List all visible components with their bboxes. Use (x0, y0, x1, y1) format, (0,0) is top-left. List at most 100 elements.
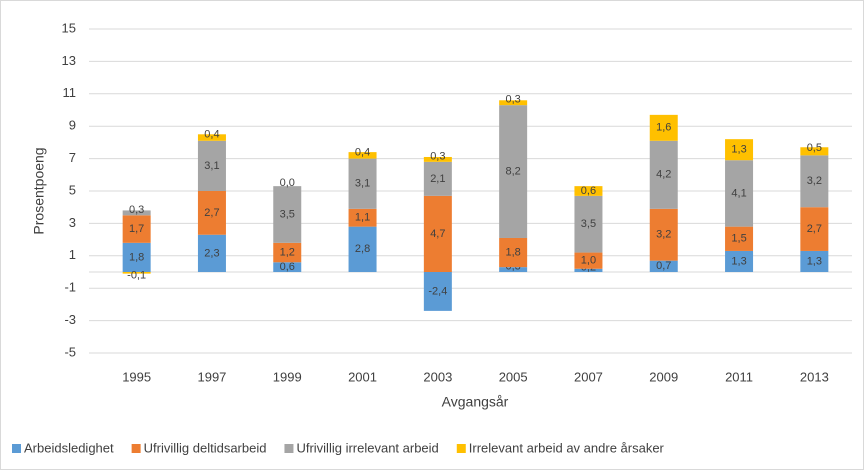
bar-segment (197, 140, 226, 191)
value-label: -0,1 (127, 270, 146, 282)
y-tick-label: -3 (64, 312, 76, 327)
value-label: 0,7 (656, 260, 671, 272)
x-tick-label: 2009 (649, 369, 678, 384)
bar-segment (197, 234, 226, 272)
bar-segment (348, 158, 377, 209)
y-tick-label: 15 (62, 20, 76, 35)
bar-segment (725, 160, 754, 227)
bar-segment (197, 134, 226, 141)
value-label: 2,7 (204, 207, 219, 219)
bar-segment (725, 250, 754, 272)
bar-segment (649, 208, 678, 261)
bar-segment (725, 226, 754, 251)
y-tick-label: 7 (69, 150, 76, 165)
value-label: 1,5 (731, 233, 746, 245)
value-label: 4,1 (731, 187, 746, 199)
bar-segment (499, 237, 528, 268)
x-tick-label: 1999 (273, 369, 302, 384)
value-label: 0,3 (506, 94, 521, 106)
value-label: 2,1 (430, 173, 445, 185)
value-label: 1,8 (129, 251, 144, 263)
value-label: 0,5 (807, 142, 822, 154)
x-tick-label: 1995 (122, 369, 151, 384)
value-label: 2,3 (204, 247, 219, 259)
value-label: -2,4 (428, 285, 447, 297)
bar-segment (197, 191, 226, 235)
value-label: 4,2 (656, 169, 671, 181)
value-label: 0,0 (280, 177, 295, 189)
bar-segment (122, 272, 151, 274)
y-tick-label: 11 (63, 85, 77, 100)
y-tick-label: 9 (69, 118, 76, 133)
bar-segment (122, 210, 151, 216)
bar-segment (348, 208, 377, 227)
value-label: 1,2 (280, 246, 295, 258)
x-axis-title: Avgangsår (442, 394, 509, 410)
bar-segment (649, 140, 678, 209)
bar-segment (574, 268, 603, 272)
bar-segment (800, 147, 829, 156)
value-label: 3,5 (581, 218, 596, 230)
y-axis-title: Prosentpoeng (31, 147, 47, 234)
y-tick-label: -1 (64, 280, 76, 295)
value-label: 3,1 (355, 178, 370, 190)
x-tick-label: 2011 (725, 369, 753, 384)
value-label: 0,3 (129, 204, 144, 216)
y-tick-label: 3 (69, 215, 76, 230)
value-label: 0,6 (581, 185, 596, 197)
legend-label: Arbeidsledighet (24, 440, 114, 455)
value-label: 3,5 (280, 208, 295, 220)
legend-swatch (12, 444, 21, 453)
bar-segment (122, 242, 151, 272)
bar-segment (574, 195, 603, 253)
value-label: 1,3 (807, 255, 822, 267)
bar-segment (800, 207, 829, 251)
bar-segment (725, 139, 754, 161)
x-tick-label: 1997 (197, 369, 226, 384)
bar-segment (499, 267, 528, 272)
bar-segment (423, 272, 452, 311)
value-label: 0,3 (430, 150, 445, 162)
value-label: 4,7 (430, 228, 445, 240)
legend-label: Ufrivillig deltidsarbeid (144, 440, 267, 455)
value-label: 1,7 (129, 223, 144, 235)
x-tick-label: 2003 (423, 369, 452, 384)
bar-segment (800, 250, 829, 272)
value-label: 2,8 (355, 243, 370, 255)
value-label: 3,2 (807, 175, 822, 187)
y-tick-label: 13 (62, 53, 76, 68)
x-tick-label: 2007 (574, 369, 603, 384)
value-label: 1,3 (731, 144, 746, 156)
bar-segment (348, 226, 377, 272)
value-label: 3,2 (656, 229, 671, 241)
y-tick-label: -5 (64, 344, 76, 359)
bar-segment (273, 242, 302, 263)
legend-label: Ufrivillig irrelevant arbeid (296, 440, 438, 455)
y-tick-label: 1 (69, 247, 76, 262)
bar-segment (423, 195, 452, 272)
legend-swatch (131, 444, 141, 453)
bar-segment (574, 252, 603, 269)
bar-segment (649, 260, 678, 272)
x-tick-label: 2005 (499, 369, 528, 384)
bar-segment (273, 186, 302, 243)
bar-segment (499, 105, 528, 238)
legend-label: Irrelevant arbeid av andre årsaker (469, 440, 665, 455)
value-label: 1,6 (656, 122, 671, 134)
value-label: 2,7 (807, 223, 822, 235)
x-tick-label: 2001 (348, 369, 377, 384)
x-tick-label: 2013 (800, 369, 829, 384)
value-label: 3,1 (204, 160, 219, 172)
bar-segment (499, 100, 528, 106)
value-label: 1,1 (355, 212, 370, 224)
legend-swatch (456, 444, 466, 453)
bar-segment (574, 186, 603, 196)
bar-segment (423, 161, 452, 196)
value-label: 1,8 (506, 246, 521, 258)
bar-segment (800, 155, 829, 208)
legend-swatch (284, 444, 294, 453)
bar-segment (423, 156, 452, 162)
value-label: 1,0 (581, 255, 596, 267)
value-label: 0,4 (355, 146, 370, 158)
